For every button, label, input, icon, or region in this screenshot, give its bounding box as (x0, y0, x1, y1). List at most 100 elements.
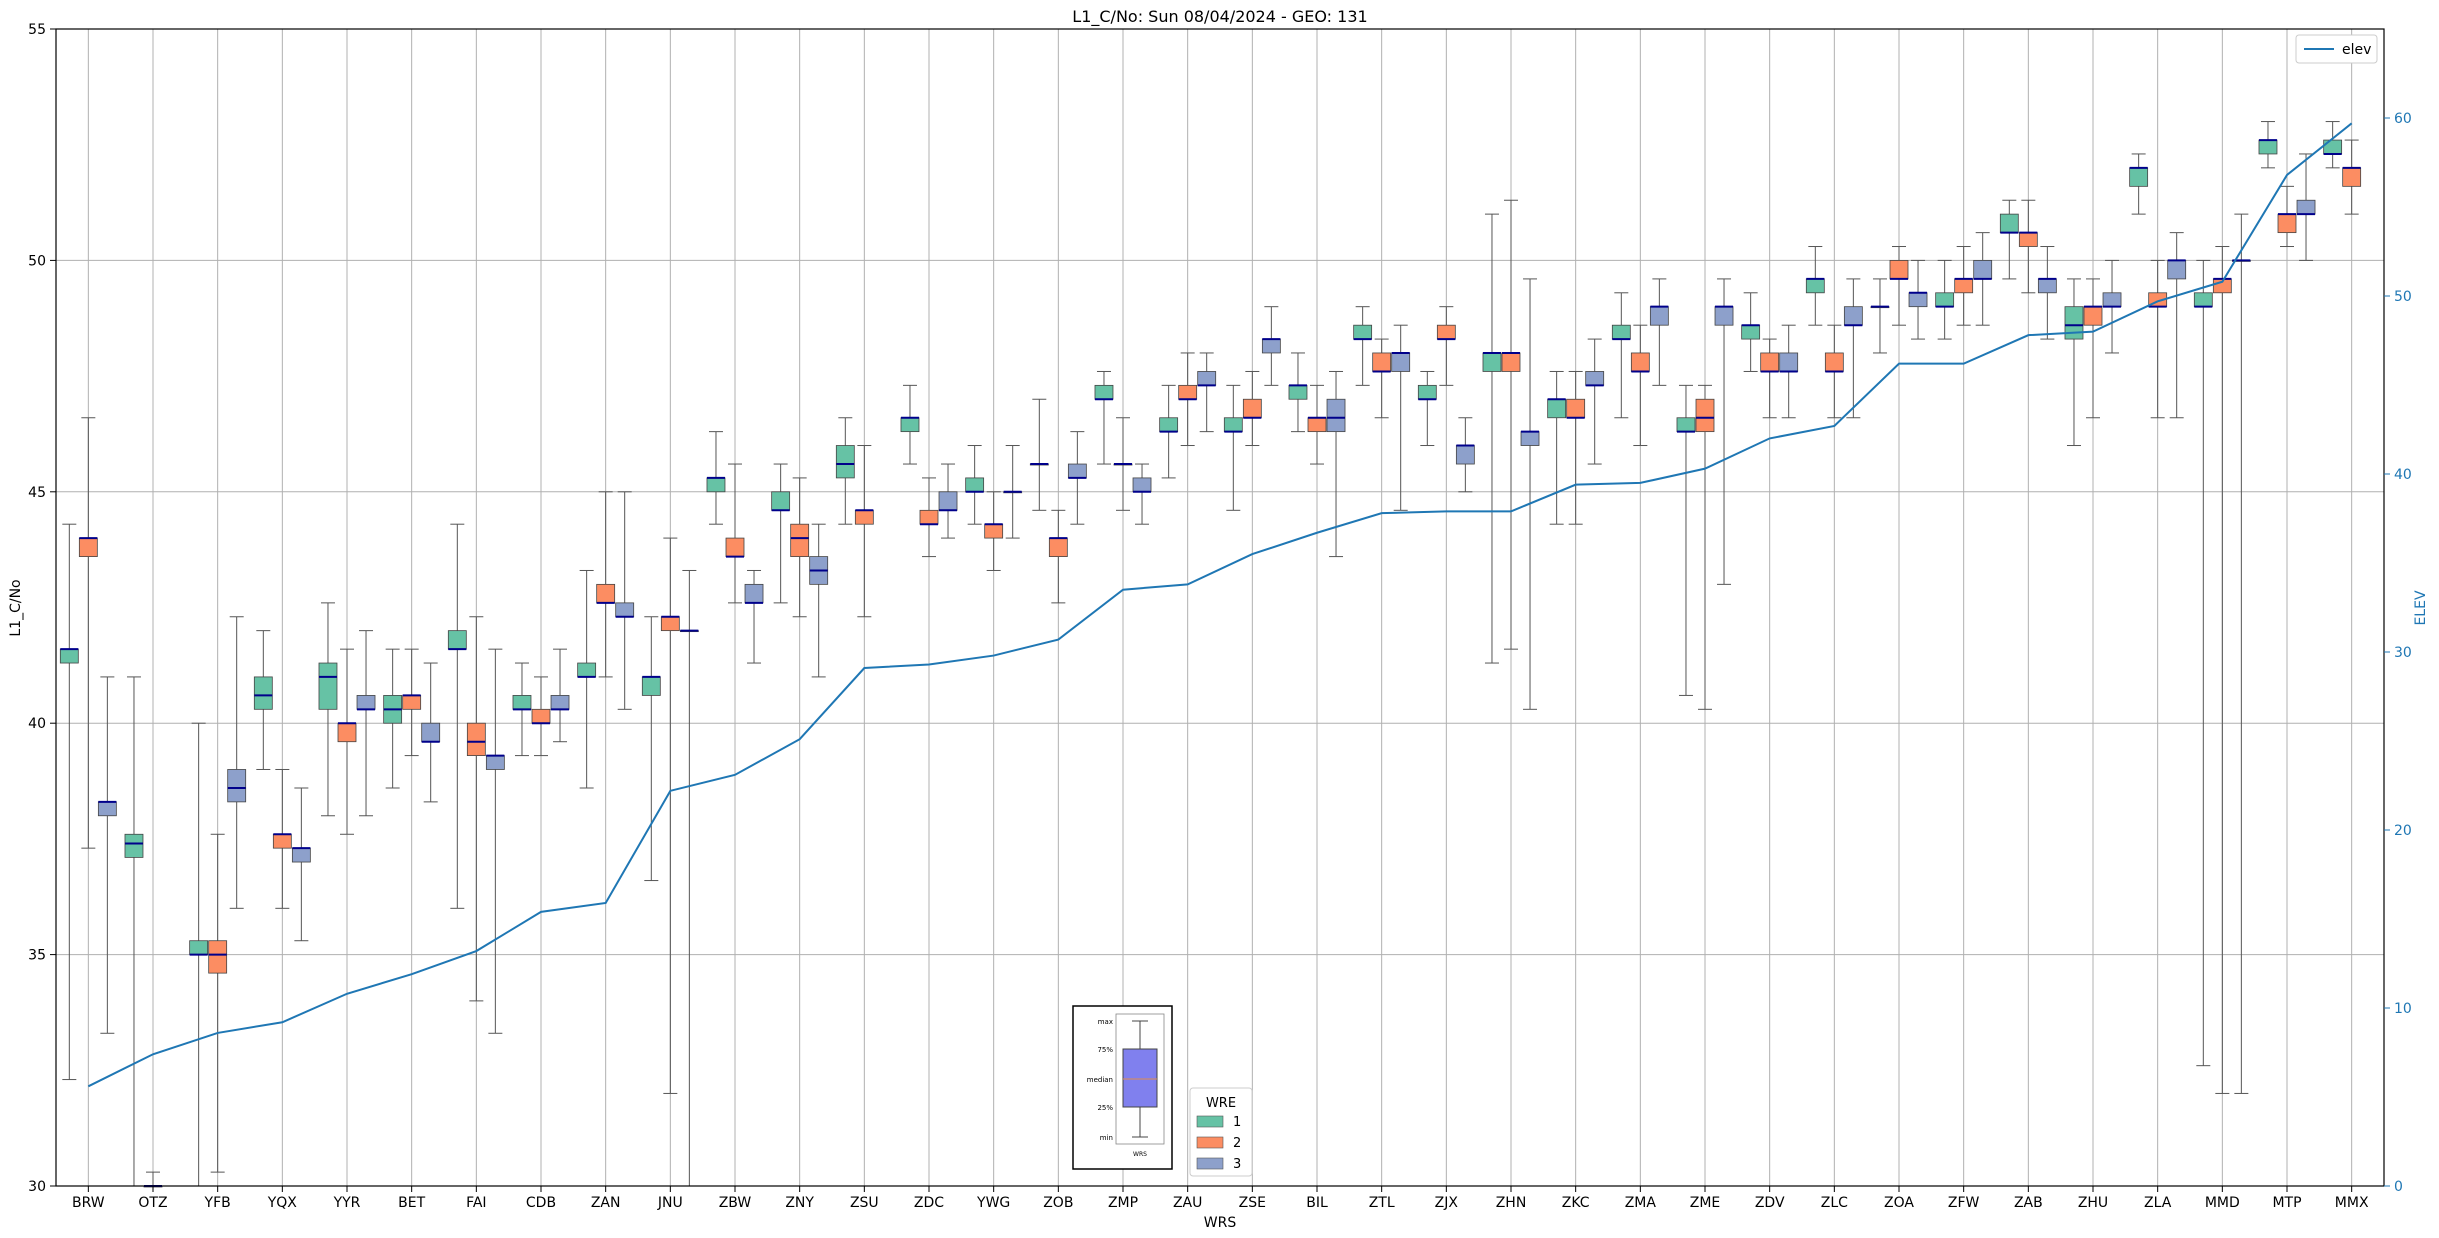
explainer-label-25: 25% (1097, 1104, 1113, 1112)
box-CDB-2 (531, 708, 551, 724)
x-tick-label: MTP (2272, 1195, 2301, 1211)
x-tick-label: ZLA (2144, 1195, 2172, 1211)
box-ZTL-2 (1372, 352, 1392, 372)
y2-tick-label: 10 (2394, 1001, 2412, 1017)
x-tick-label: ZSU (850, 1195, 879, 1211)
box-ZDC-3 (938, 491, 958, 511)
box-ZBW-1 (706, 477, 726, 493)
x-tick-label: YQX (267, 1195, 298, 1211)
box-FAI-2 (466, 722, 486, 756)
elev-line-series (87, 122, 2353, 1088)
y-tick-label: 50 (28, 253, 46, 269)
box-ZHN-3 (1520, 431, 1540, 446)
box-ZAU-1 (1159, 417, 1179, 433)
wre-legend-title: WRE (1206, 1096, 1236, 1111)
x-tick-label: BET (398, 1195, 425, 1211)
y2-axis-label: ELEV (2413, 590, 2429, 625)
box-OTZ-1 (124, 833, 144, 858)
y2-tick-label: 60 (2394, 111, 2412, 127)
x-tick-label: ZKC (1562, 1195, 1590, 1211)
box-ZMA-2 (1630, 352, 1650, 372)
box-ZKC-1 (1547, 398, 1567, 419)
box-MTP-2 (2277, 213, 2297, 234)
elev-line (87, 122, 2353, 1088)
box-FAI-1 (447, 630, 467, 650)
x-axis-label: WRS (1204, 1215, 1237, 1231)
x-tick-label: ZLC (1821, 1195, 1848, 1211)
box-ZAN-1 (577, 662, 597, 678)
x-tick-label: ZDC (914, 1195, 944, 1211)
y-tick-label: 40 (28, 716, 46, 732)
box-YQX-3 (291, 847, 311, 863)
box-ZTL-3 (1391, 352, 1411, 372)
box-ZLC-3 (1843, 306, 1863, 326)
y-tick-label: 30 (28, 1179, 46, 1195)
x-tick-label: ZHN (1496, 1195, 1527, 1211)
box-YQX-1 (253, 676, 273, 710)
box-ZKC-2 (1566, 398, 1586, 419)
box-ZAU-3 (1197, 371, 1217, 386)
box-ZSE-3 (1261, 338, 1281, 354)
x-tick-label: MMX (2335, 1195, 2369, 1211)
y-tick-label: 55 (28, 22, 46, 38)
box-ZAN-2 (596, 583, 616, 604)
elev-legend-label: elev (2342, 42, 2371, 58)
box-ZDC-2 (919, 509, 939, 525)
box-ZKC-3 (1585, 371, 1605, 386)
box-ZMA-1 (1611, 324, 1631, 340)
box-ZHU-2 (2083, 306, 2103, 326)
y2-tick-label: 40 (2394, 467, 2412, 483)
box-ZOA-2 (1889, 259, 1909, 280)
box-BRW-3 (97, 801, 117, 817)
box-ZDV-2 (1760, 352, 1780, 372)
box-ZME-2 (1695, 398, 1715, 433)
explainer-xlabel: WRS (1133, 1151, 1147, 1158)
explainer-axes (1115, 1013, 1165, 1145)
box-ZSE-1 (1223, 417, 1243, 433)
y-axis-left: 30 35 40 45 50 55 (28, 22, 56, 1195)
box-BIL-1 (1288, 384, 1308, 400)
x-tick-label: ZSE (1239, 1195, 1266, 1211)
box-CDB-1 (512, 695, 532, 710)
box-ZMA-3 (1649, 306, 1669, 326)
x-tick-label: ZHU (2078, 1195, 2108, 1211)
box-ZOB-2 (1048, 537, 1068, 557)
x-tick-label: OTZ (138, 1195, 167, 1211)
y-tick-label: 35 (28, 948, 46, 964)
box-YQX-2 (272, 833, 292, 849)
box-CDB-3 (550, 695, 570, 710)
wre-legend-frame (1189, 1087, 1253, 1177)
box-ZHU-1 (2064, 306, 2084, 340)
x-tick-label: ZAU (1173, 1195, 1202, 1211)
explainer-label-median: median (1087, 1076, 1113, 1084)
box-JNU-1 (641, 676, 661, 696)
box-ZNY-1 (771, 491, 791, 511)
box-ZJX-1 (1417, 384, 1437, 400)
box-YWG-2 (984, 523, 1004, 539)
box-ZMP-3 (1132, 477, 1152, 493)
box-BIL-2 (1307, 417, 1327, 433)
box-ZAB-1 (1999, 213, 2019, 234)
plot-frame (55, 28, 2385, 1187)
box-ZAB-2 (2018, 232, 2038, 247)
wre-legend-swatch-3 (1196, 1157, 1224, 1170)
box-YWG-1 (965, 477, 985, 493)
box-MMX-1 (2323, 139, 2343, 155)
y-axis-label: L1_C/No (8, 579, 24, 636)
box-ZFW-2 (1954, 278, 1974, 294)
box-ZFW-3 (1973, 259, 1993, 280)
explainer-box (1122, 1048, 1158, 1108)
x-tick-label: ZOA (1884, 1195, 1914, 1211)
wre-legend-swatch-1 (1196, 1115, 1224, 1128)
box-ZDV-1 (1741, 324, 1761, 340)
box-YYR-3 (356, 695, 376, 710)
box-MTP-3 (2296, 199, 2316, 215)
x-tick-label: CDB (526, 1195, 556, 1211)
box-MMX-2 (2342, 167, 2362, 187)
elev-legend: elev (2295, 34, 2378, 64)
box-ZJX-2 (1436, 324, 1456, 340)
box-ZSE-2 (1242, 398, 1262, 419)
y2-tick-label: 30 (2394, 645, 2412, 661)
